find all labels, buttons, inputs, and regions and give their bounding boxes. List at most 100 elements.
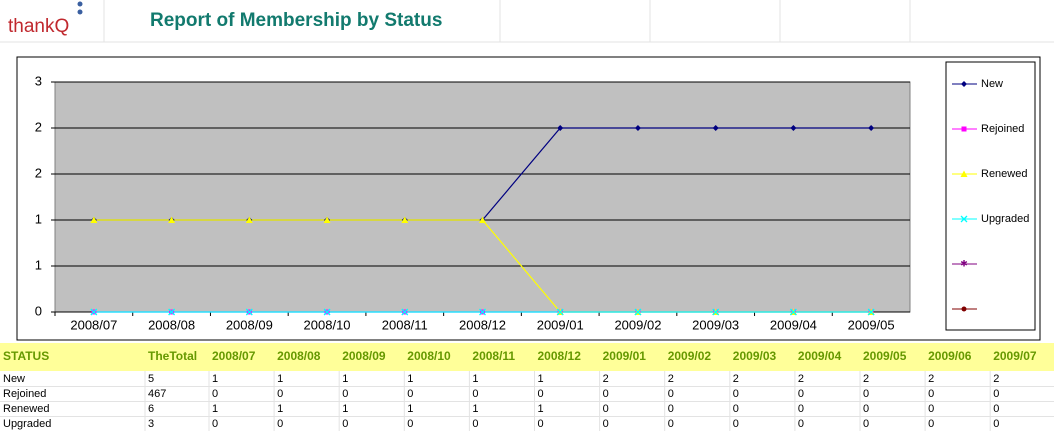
table-header: 2009/07 <box>993 349 1037 363</box>
table-cell: Renewed <box>3 403 49 415</box>
marker <box>961 126 967 132</box>
legend-label: Renewed <box>981 168 1027 180</box>
table-cell: 0 <box>277 388 283 400</box>
table-cell: 0 <box>342 418 348 430</box>
legend-label: Upgraded <box>981 213 1029 225</box>
table-header: 2008/09 <box>342 349 386 363</box>
table-cell: 2 <box>733 373 739 385</box>
table-cell: 1 <box>538 373 544 385</box>
marker <box>479 308 486 316</box>
legend-box <box>945 61 1036 331</box>
table-cell: 0 <box>342 388 348 400</box>
legend-marker <box>961 306 967 312</box>
table-cell: 1 <box>212 373 218 385</box>
table-cell: 0 <box>863 388 869 400</box>
table-cell: 1 <box>342 373 348 385</box>
table-cell: 0 <box>733 403 739 415</box>
table-header: 2009/04 <box>798 349 842 363</box>
table-header: 2009/01 <box>603 349 647 363</box>
marker <box>557 125 564 131</box>
table-cell: 3 <box>148 418 154 430</box>
marker <box>960 170 968 177</box>
table-cell: 0 <box>603 388 609 400</box>
x-tick-label: 2008/12 <box>459 317 506 332</box>
table-cell: 0 <box>472 388 478 400</box>
marker <box>867 308 875 316</box>
marker <box>90 216 98 223</box>
table-cell: Upgraded <box>3 418 51 430</box>
x-tick-label: 2008/07 <box>70 317 117 332</box>
y-tick-label: 2 <box>35 119 42 134</box>
x-tick-label: 2009/01 <box>537 317 584 332</box>
logo-dot <box>77 1 83 7</box>
legend-label: Rejoined <box>981 123 1024 135</box>
table-cell: 1 <box>212 403 218 415</box>
plot-area <box>54 81 911 313</box>
table-cell: 0 <box>798 388 804 400</box>
table-cell: 0 <box>733 418 739 430</box>
table-cell: 0 <box>863 403 869 415</box>
table-cell: 6 <box>148 403 154 415</box>
table-header: 2009/03 <box>733 349 777 363</box>
legend-label: New <box>981 78 1003 90</box>
x-tick-label: 2008/11 <box>382 317 428 332</box>
table-cell: 2 <box>928 373 934 385</box>
table-header-bg <box>0 343 1054 371</box>
table-header: 2008/12 <box>538 349 582 363</box>
marker <box>245 216 253 223</box>
y-tick-label: 1 <box>35 257 42 272</box>
table-cell: 0 <box>733 388 739 400</box>
table-cell: 0 <box>277 418 283 430</box>
marker <box>479 216 486 223</box>
table-cell: 0 <box>798 418 804 430</box>
table-cell: 0 <box>993 403 999 415</box>
y-tick-label: 1 <box>35 211 42 226</box>
table-cell: 1 <box>277 373 283 385</box>
table-cell: 0 <box>603 403 609 415</box>
table-header: 2008/10 <box>407 349 451 363</box>
marker <box>168 216 176 223</box>
x-tick-label: 2009/03 <box>692 317 739 332</box>
table-cell: 0 <box>668 418 674 430</box>
report-title: Report of Membership by Status <box>150 10 442 31</box>
table-header: TheTotal <box>148 349 197 363</box>
y-tick-label: 3 <box>35 73 42 88</box>
table-cell: Rejoined <box>3 388 46 400</box>
table-cell: 0 <box>212 388 218 400</box>
y-tick-label: 0 <box>35 303 42 318</box>
x-tick-label: 2009/02 <box>614 317 661 332</box>
table-header: 2009/02 <box>668 349 712 363</box>
table-cell: 0 <box>603 418 609 430</box>
marker <box>634 308 642 316</box>
table-cell: 467 <box>148 388 166 400</box>
table-header: 2008/08 <box>277 349 321 363</box>
sheet-grid <box>0 0 1054 43</box>
table-cell: 0 <box>993 388 999 400</box>
marker <box>790 125 797 131</box>
table-cell: 0 <box>472 418 478 430</box>
table-cell: 2 <box>798 373 804 385</box>
table-cell: 0 <box>212 418 218 430</box>
table-header: 2008/11 <box>472 349 515 363</box>
marker <box>961 81 967 87</box>
table-cell: 0 <box>538 388 544 400</box>
table-cell: 1 <box>472 373 478 385</box>
table-cell: 1 <box>342 403 348 415</box>
table-header: 2009/05 <box>863 349 907 363</box>
table-cell: 0 <box>928 388 934 400</box>
table-cell: 1 <box>277 403 283 415</box>
table-cell: 0 <box>993 418 999 430</box>
marker <box>712 125 719 131</box>
marker <box>90 308 98 316</box>
marker <box>868 125 875 131</box>
marker <box>712 308 720 316</box>
marker <box>245 308 253 316</box>
marker <box>323 308 331 316</box>
table-cell: New <box>3 373 25 385</box>
legend-marker: ✱ <box>960 258 968 268</box>
marker <box>960 215 968 223</box>
table-cell: 0 <box>798 403 804 415</box>
table-cell: 0 <box>668 403 674 415</box>
